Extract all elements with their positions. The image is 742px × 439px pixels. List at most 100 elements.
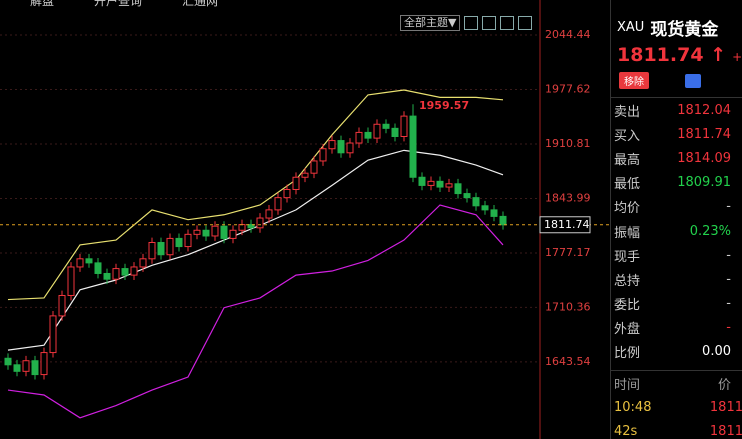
tab[interactable]: 汇通网 bbox=[182, 0, 219, 8]
candle-body bbox=[481, 205, 489, 211]
tab[interactable]: 解盘 bbox=[30, 0, 55, 8]
candle-body bbox=[301, 172, 309, 178]
candle-body bbox=[274, 197, 282, 211]
row-label: 现手 bbox=[614, 249, 641, 265]
top-bar: 解盘 开户查询 汇通网 bbox=[0, 0, 218, 8]
quote-table: 卖出 1812.04 买入 1811.74 最高 1814.09 最低 1809.91 均价 - 振… bbox=[611, 97, 742, 364]
row-value: - bbox=[726, 320, 731, 336]
row-label: 总持 bbox=[614, 273, 641, 289]
row-value: 0.00 bbox=[702, 344, 731, 360]
y-tick-label: 1910.81 bbox=[545, 137, 591, 150]
candle-body bbox=[346, 142, 354, 154]
candle-body bbox=[193, 229, 201, 235]
tick-row: 10:48 1811 bbox=[611, 395, 742, 419]
candle-body bbox=[436, 180, 444, 188]
alert-button[interactable] bbox=[685, 73, 701, 88]
tick-row: 42s 1811 bbox=[611, 419, 742, 439]
tick-col: 价 bbox=[717, 377, 731, 393]
change: +0.7 bbox=[732, 50, 742, 64]
candle-body bbox=[463, 193, 471, 199]
candle-body bbox=[265, 209, 273, 219]
quote-row: 外盘 - bbox=[611, 316, 742, 340]
tool-icon[interactable] bbox=[464, 16, 479, 30]
candle-body bbox=[76, 258, 84, 268]
candle-body bbox=[157, 241, 165, 256]
candle-body bbox=[31, 360, 39, 376]
candle-body bbox=[13, 364, 21, 372]
candle-body bbox=[148, 241, 156, 260]
candle-body bbox=[67, 266, 75, 296]
candle-body bbox=[445, 183, 453, 188]
row-label: 最低 bbox=[614, 177, 641, 193]
theme-select[interactable]: 全部主题▼ bbox=[400, 15, 461, 31]
quote-panel: XAU 现货黄金 1811.74 ↑ +0.7 移除 卖出 1812.04 买入 18… bbox=[610, 0, 742, 439]
tick-price: 1811 bbox=[709, 399, 742, 415]
row-value: 1811.74 bbox=[677, 126, 731, 142]
candle-body bbox=[22, 360, 30, 372]
row-label: 振幅 bbox=[614, 225, 641, 241]
row-value: - bbox=[726, 247, 731, 263]
quote-row: 委比 - bbox=[611, 292, 742, 316]
candle-body bbox=[499, 215, 507, 226]
quote-row: 最低 1809.91 bbox=[611, 171, 742, 195]
price: 1811.74 ↑ bbox=[617, 44, 727, 66]
candle-body bbox=[211, 225, 219, 237]
candle-body bbox=[337, 140, 345, 154]
quote-row: 现手 - bbox=[611, 243, 742, 267]
row-value: - bbox=[726, 296, 731, 312]
tick-price: 1811 bbox=[709, 424, 742, 439]
candle-body bbox=[310, 160, 318, 174]
band-line bbox=[7, 89, 504, 301]
row-label: 卖出 bbox=[614, 104, 641, 120]
candle-body bbox=[40, 352, 48, 376]
tab[interactable]: 开户查询 bbox=[94, 0, 143, 8]
candle-body bbox=[355, 131, 363, 144]
high-label: 1959.57 bbox=[419, 99, 469, 112]
tick-header: 时间 价 bbox=[611, 371, 742, 395]
row-label: 委比 bbox=[614, 298, 641, 314]
quote-row: 振幅 0.23% bbox=[611, 219, 742, 243]
candle-body bbox=[103, 272, 111, 280]
row-label: 均价 bbox=[614, 201, 641, 217]
candle-body bbox=[490, 209, 498, 217]
candle-body bbox=[85, 258, 93, 264]
tick-table: 时间 价 10:48 1811 42s 1811 bbox=[611, 370, 742, 439]
row-value: - bbox=[726, 199, 731, 215]
candle-body bbox=[166, 237, 174, 256]
tool-icon[interactable] bbox=[482, 16, 497, 30]
candle-body bbox=[112, 268, 120, 280]
tool-icon[interactable] bbox=[500, 16, 515, 30]
quote-row: 总持 - bbox=[611, 267, 742, 291]
row-value: 1809.91 bbox=[677, 175, 731, 191]
candle-body bbox=[373, 123, 381, 139]
candle-body bbox=[58, 294, 66, 317]
candle-body bbox=[283, 188, 291, 199]
band-line bbox=[7, 204, 504, 419]
row-label: 外盘 bbox=[614, 322, 641, 338]
price-tag-box bbox=[539, 216, 591, 234]
quote-row: 最高 1814.09 bbox=[611, 146, 742, 170]
candle-body bbox=[229, 229, 237, 239]
price-tag: 1811.74 bbox=[544, 218, 590, 231]
tick-time: 42s bbox=[614, 424, 638, 439]
y-tick-label: 1777.17 bbox=[545, 246, 591, 259]
y-tick-label: 2044.44 bbox=[545, 28, 591, 41]
y-tick-label: 1843.99 bbox=[545, 191, 591, 204]
candle-body bbox=[49, 315, 57, 354]
candle-body bbox=[130, 266, 138, 276]
candle-body bbox=[175, 237, 183, 248]
y-tick-label: 1643.54 bbox=[545, 355, 591, 368]
candle-body bbox=[328, 140, 336, 150]
candle-body bbox=[139, 258, 147, 268]
row-value: 0.23% bbox=[689, 223, 731, 239]
candle-body bbox=[94, 262, 102, 274]
row-label: 比例 bbox=[614, 346, 641, 362]
tick-col: 时间 bbox=[614, 377, 641, 393]
candle-body bbox=[364, 131, 372, 139]
band-line bbox=[7, 149, 504, 351]
symbol: XAU bbox=[617, 19, 645, 35]
row-label: 最高 bbox=[614, 152, 641, 168]
remove-button[interactable]: 移除 bbox=[619, 72, 649, 89]
tool-icon[interactable] bbox=[518, 16, 533, 30]
